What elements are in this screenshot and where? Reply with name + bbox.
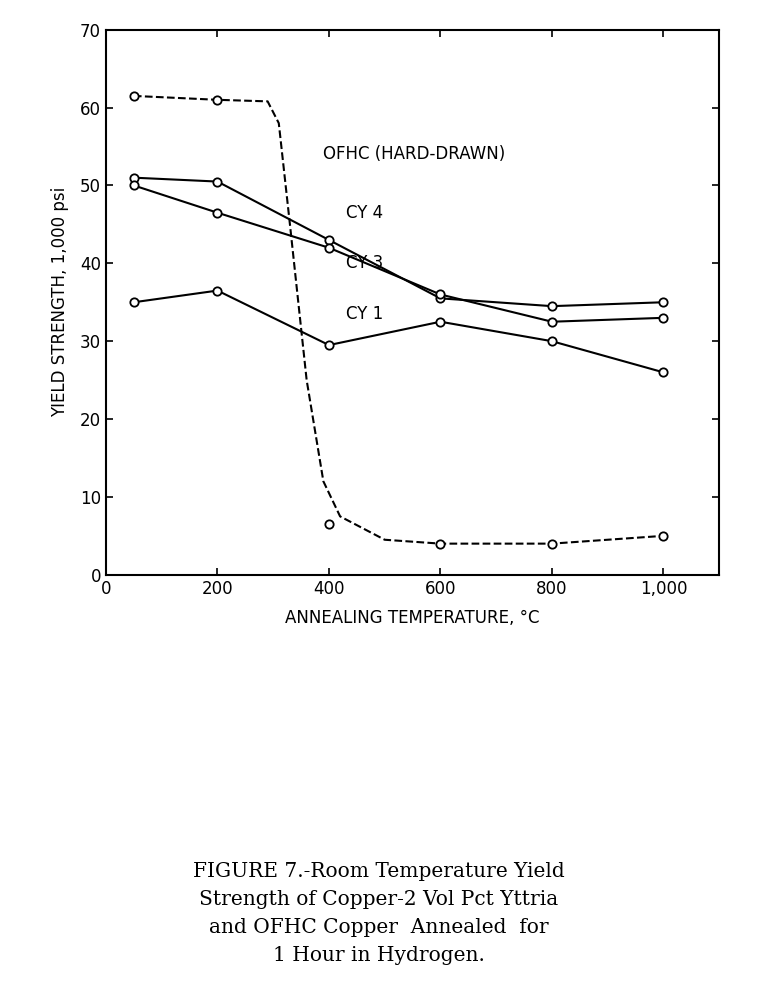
- Text: CY 3: CY 3: [346, 255, 383, 273]
- Y-axis label: YIELD STRENGTH, 1,000 psi: YIELD STRENGTH, 1,000 psi: [51, 187, 69, 417]
- X-axis label: ANNEALING TEMPERATURE, °C: ANNEALING TEMPERATURE, °C: [285, 608, 540, 626]
- Text: OFHC (HARD-DRAWN): OFHC (HARD-DRAWN): [323, 146, 506, 164]
- Text: FIGURE 7.-Room Temperature Yield
Strength of Copper-2 Vol Pct Yttria
and OFHC Co: FIGURE 7.-Room Temperature Yield Strengt…: [192, 862, 565, 965]
- Text: CY 1: CY 1: [346, 305, 383, 323]
- Text: CY 4: CY 4: [346, 204, 383, 222]
